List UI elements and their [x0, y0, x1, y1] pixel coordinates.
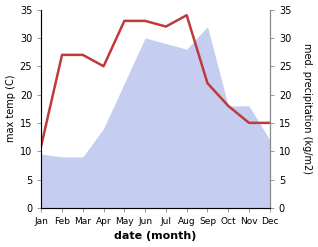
Y-axis label: max temp (C): max temp (C)	[5, 75, 16, 143]
X-axis label: date (month): date (month)	[114, 231, 197, 242]
Y-axis label: med. precipitation (kg/m2): med. precipitation (kg/m2)	[302, 43, 313, 174]
